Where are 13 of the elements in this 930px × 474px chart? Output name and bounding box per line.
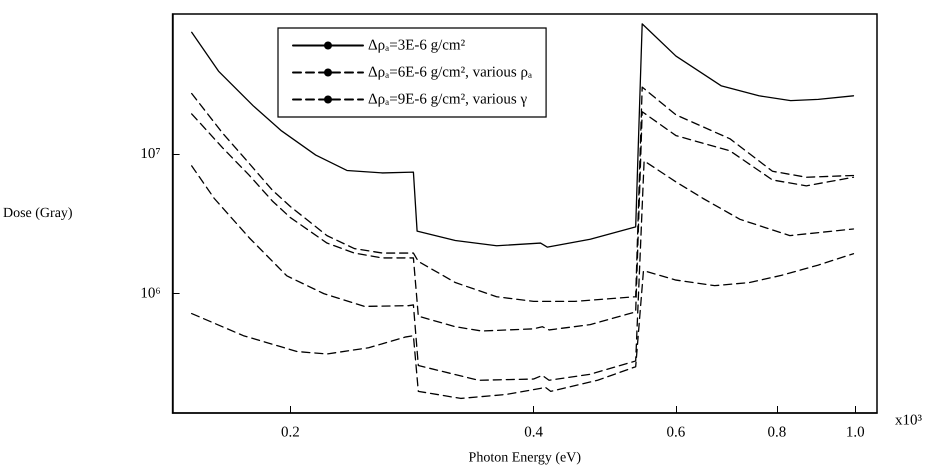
x-axis-title: Photon Energy (eV): [468, 450, 582, 466]
text: x10³: [895, 412, 923, 428]
legend-label: Δρₐ=9E-6 g/cm², various γ: [368, 92, 528, 108]
legend-label: Δρₐ=3E-6 g/cm²: [368, 38, 466, 54]
x-tick-label: 0.2: [280, 424, 300, 440]
x-tick-label: 0.8: [768, 424, 786, 440]
x-tick-label: 0.6: [666, 424, 686, 440]
legend-label: Δρₐ=6E-6 g/cm², various ρₐ: [368, 64, 532, 80]
y-tick-label: 10⁷: [140, 146, 161, 162]
x-tick-label: 0.4: [524, 424, 544, 440]
y-axis-title: Dose (Gray): [2, 206, 73, 221]
x-tick-label: 1.0: [846, 424, 865, 440]
y-tick-label: 10⁶: [140, 286, 161, 302]
